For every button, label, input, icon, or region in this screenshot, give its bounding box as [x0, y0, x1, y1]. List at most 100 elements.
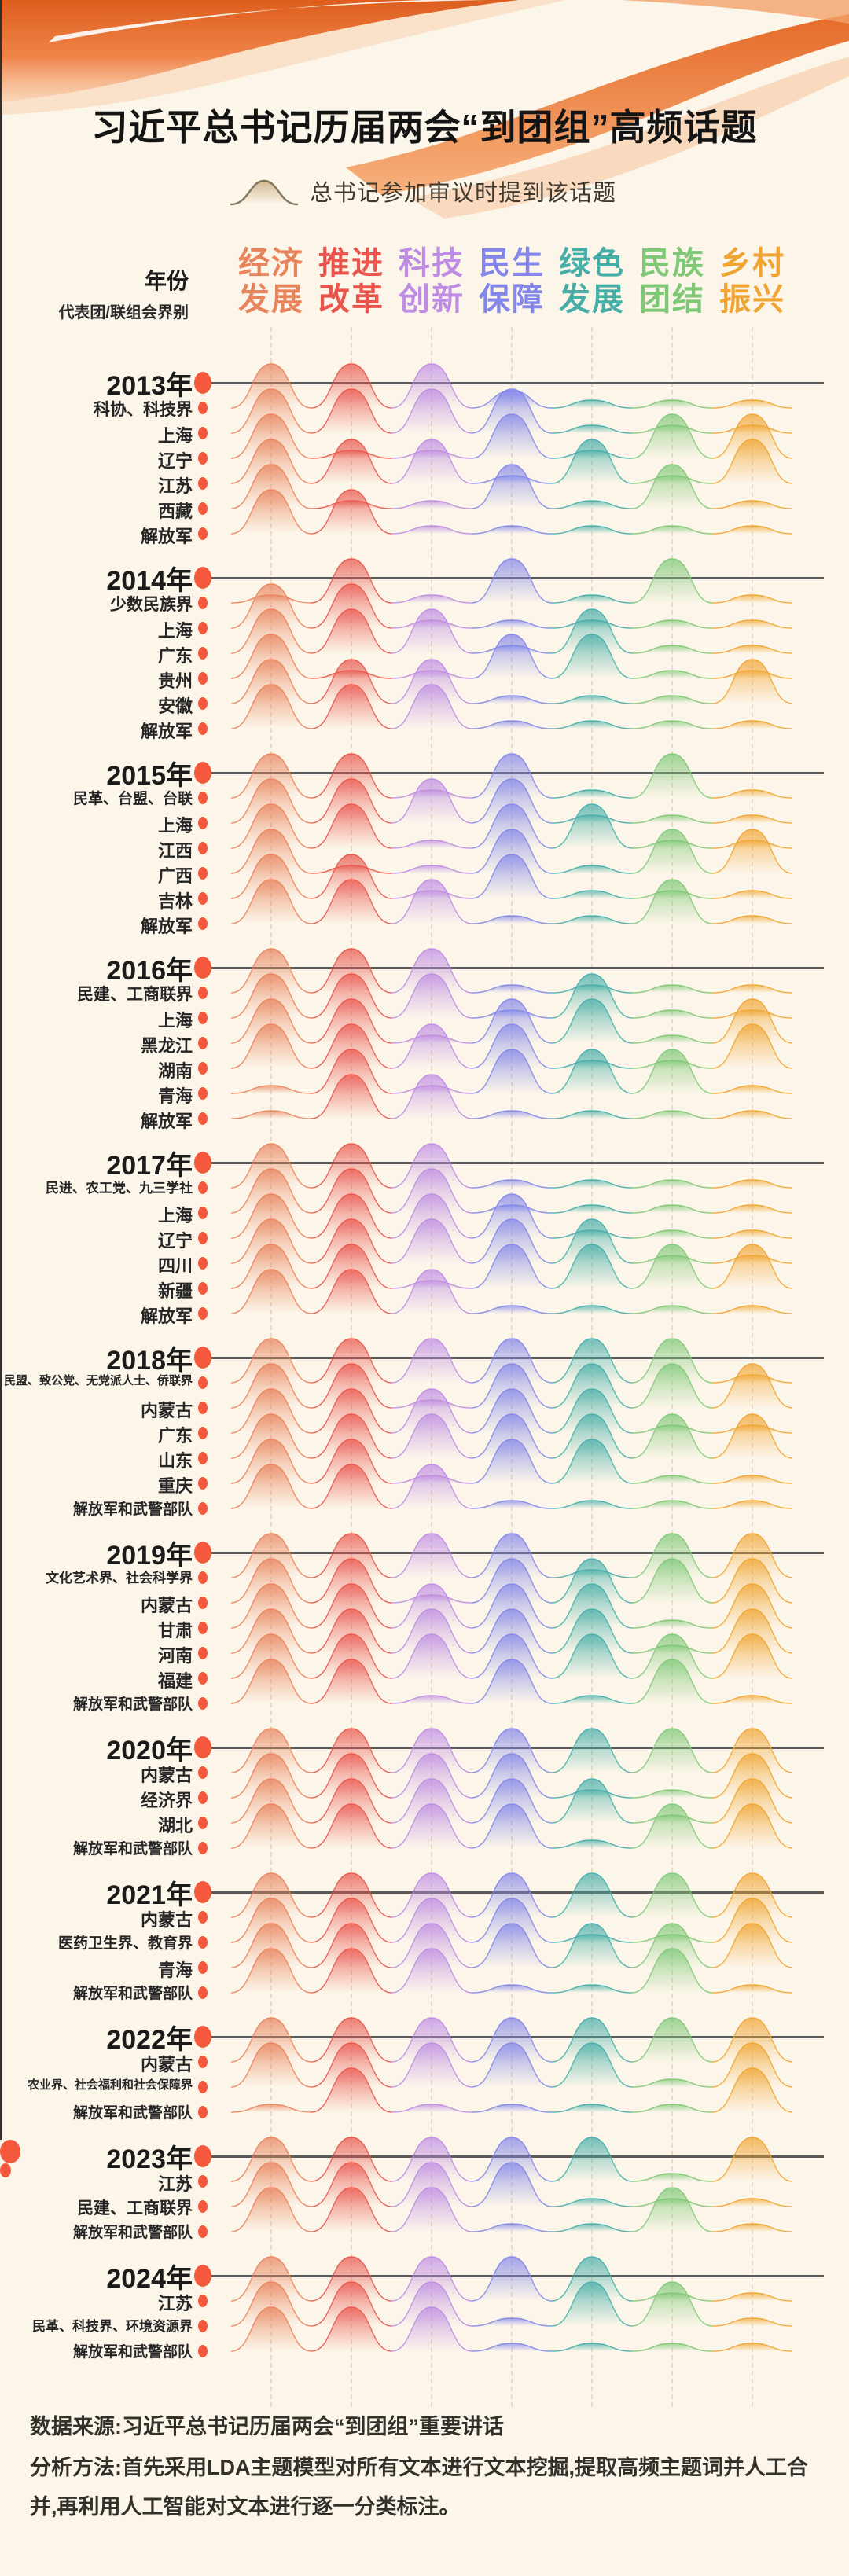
topic-header-3: 科技 创新 — [399, 246, 465, 317]
peak-科技创新-level3 — [391, 1074, 472, 1119]
peak-科技创新-level3 — [391, 1413, 472, 1459]
peak-乡村振兴-level3 — [711, 1753, 793, 1799]
peak-民生保障-level1 — [471, 695, 553, 704]
row-label: 上海 — [157, 1011, 193, 1031]
topic-header-5: 绿色 发展 — [559, 246, 625, 317]
row-label: 民进、农工党、九三学社 — [46, 1181, 193, 1196]
peak-经济发展-level3 — [230, 1778, 312, 1824]
peak-绿色发展-level3 — [551, 1439, 633, 1484]
peak-民生保障-level3 — [471, 1803, 553, 1849]
ridge-row-2018年-内蒙古 — [230, 1363, 793, 1409]
peak-绿色发展-level3 — [551, 1633, 633, 1679]
peak-乡村振兴-level1 — [711, 984, 793, 994]
row-dot — [198, 1477, 208, 1490]
peak-民生保障-level1 — [471, 2317, 553, 2327]
peak-乡村振兴-level1 — [711, 1475, 793, 1484]
peak-推进改革-level3 — [311, 1413, 392, 1459]
peak-推进改革-level3 — [311, 1338, 392, 1384]
peak-经济发展-level3 — [230, 1193, 312, 1239]
ridge-row-2014年-广东 — [230, 608, 793, 654]
peak-绿色发展-level1 — [551, 1984, 633, 1994]
peak-经济发展-level3 — [230, 1439, 312, 1484]
peak-经济发展-level3 — [230, 1218, 312, 1264]
peak-经济发展-level3 — [230, 2017, 312, 2063]
peak-民族团结-level3 — [631, 2187, 713, 2232]
peak-推进改革-level3 — [311, 1948, 392, 1994]
peak-绿色发展-level3 — [551, 634, 633, 679]
peak-乡村振兴-level3 — [711, 1583, 793, 1629]
peak-科技创新-level3 — [391, 2281, 472, 2327]
peak-民生保障-level1 — [471, 619, 553, 629]
ridge-row-2015年-解放军 — [230, 879, 793, 924]
peak-科技创新-level3 — [391, 439, 472, 484]
peak-推进改革-level3 — [311, 2017, 392, 2063]
row-dot — [198, 527, 208, 540]
peak-科技创新-level3 — [391, 1753, 472, 1799]
ridge-row-2014年-安徽 — [230, 659, 793, 704]
peak-科技创新-level3 — [391, 1803, 472, 1849]
row-dot — [198, 1037, 208, 1049]
year-dot — [194, 2145, 211, 2167]
peak-推进改革-level3 — [311, 2256, 392, 2302]
peak-推进改革-level3 — [311, 1583, 392, 1629]
peak-民族团结-level3 — [631, 1633, 713, 1679]
row-label: 民革、台盟、台联 — [72, 791, 193, 807]
peak-推进改革-level3 — [311, 1608, 392, 1654]
peak-推进改革-level3 — [311, 388, 392, 434]
row-label: 福建 — [157, 1671, 193, 1691]
peak-科技创新-level3 — [391, 1464, 472, 1509]
row-dot — [198, 1936, 208, 1949]
row-dot — [198, 917, 208, 930]
peak-民族团结-level1 — [631, 1619, 713, 1629]
row-label: 解放军和武警部队 — [72, 1986, 193, 2002]
row-dot — [198, 697, 208, 710]
peak-推进改革-level3 — [311, 1193, 392, 1239]
peak-科技创新-level3 — [391, 1388, 472, 1434]
peak-民族团结-level3 — [631, 464, 713, 509]
peak-绿色发展-level1 — [551, 1839, 633, 1849]
peak-民生保障-level3 — [471, 1533, 553, 1578]
year-line-2016年 — [203, 967, 824, 969]
peak-推进改革-level3 — [311, 1363, 392, 1409]
year-line-2013年 — [203, 382, 824, 384]
peak-乡村振兴-level1 — [711, 619, 793, 629]
peak-民生保障-level1 — [471, 1179, 553, 1189]
peak-民族团结-level1 — [631, 1500, 713, 1509]
peak-民生保障-level3 — [471, 1778, 553, 1824]
peak-乡村振兴-level1 — [711, 1204, 793, 1214]
peak-民生保障-level3 — [471, 998, 553, 1044]
peak-推进改革-level3 — [311, 1439, 392, 1484]
peak-科技创新-level3 — [391, 2162, 472, 2207]
peak-科技创新-level3 — [391, 1023, 472, 1069]
row-dot — [198, 1376, 208, 1389]
peak-推进改革-level3 — [311, 1753, 392, 1799]
year-label: 2015年 — [106, 761, 193, 791]
topic-header-6: 民族 团结 — [639, 246, 705, 317]
ridge-row-2021年-青海 — [230, 1923, 793, 1968]
peak-民族团结-level3 — [631, 2017, 713, 2063]
peak-推进改革-level3 — [311, 363, 392, 409]
peak-经济发展-level3 — [230, 1269, 312, 1314]
row-dot — [198, 427, 208, 439]
row-label: 经济界 — [140, 1791, 193, 1810]
legend: 总书记参加审议时提到该话题 — [230, 173, 616, 209]
row-label: 解放军和武警部队 — [72, 2344, 193, 2361]
ridge-row-2018年-广东 — [230, 1388, 793, 1434]
ridge-row-2021年-内蒙古 — [230, 1872, 793, 1918]
peak-民生保障-level3 — [471, 803, 553, 849]
peak-民族团结-level1 — [631, 1110, 713, 1119]
peak-乡村振兴-level3 — [711, 439, 793, 484]
row-dot — [198, 867, 208, 880]
peak-乡村振兴-level3 — [711, 1728, 793, 1773]
axis-group-label: 代表团/联组会界别 — [58, 304, 189, 322]
ridge-row-2024年-解放军和武警部队 — [230, 2306, 793, 2352]
ridge-row-2022年-内蒙古 — [230, 2017, 793, 2063]
year-label: 2017年 — [106, 1151, 193, 1181]
ridge-row-2017年-新疆 — [230, 1244, 793, 1289]
peak-经济发展-level1 — [230, 2104, 312, 2113]
row-label: 内蒙古 — [140, 1401, 193, 1420]
peak-绿色发展-level1 — [551, 2104, 633, 2113]
peak-乡村振兴-level3 — [711, 1608, 793, 1654]
peak-乡村振兴-level3 — [711, 413, 793, 459]
peak-民生保障-level3 — [471, 2256, 553, 2302]
